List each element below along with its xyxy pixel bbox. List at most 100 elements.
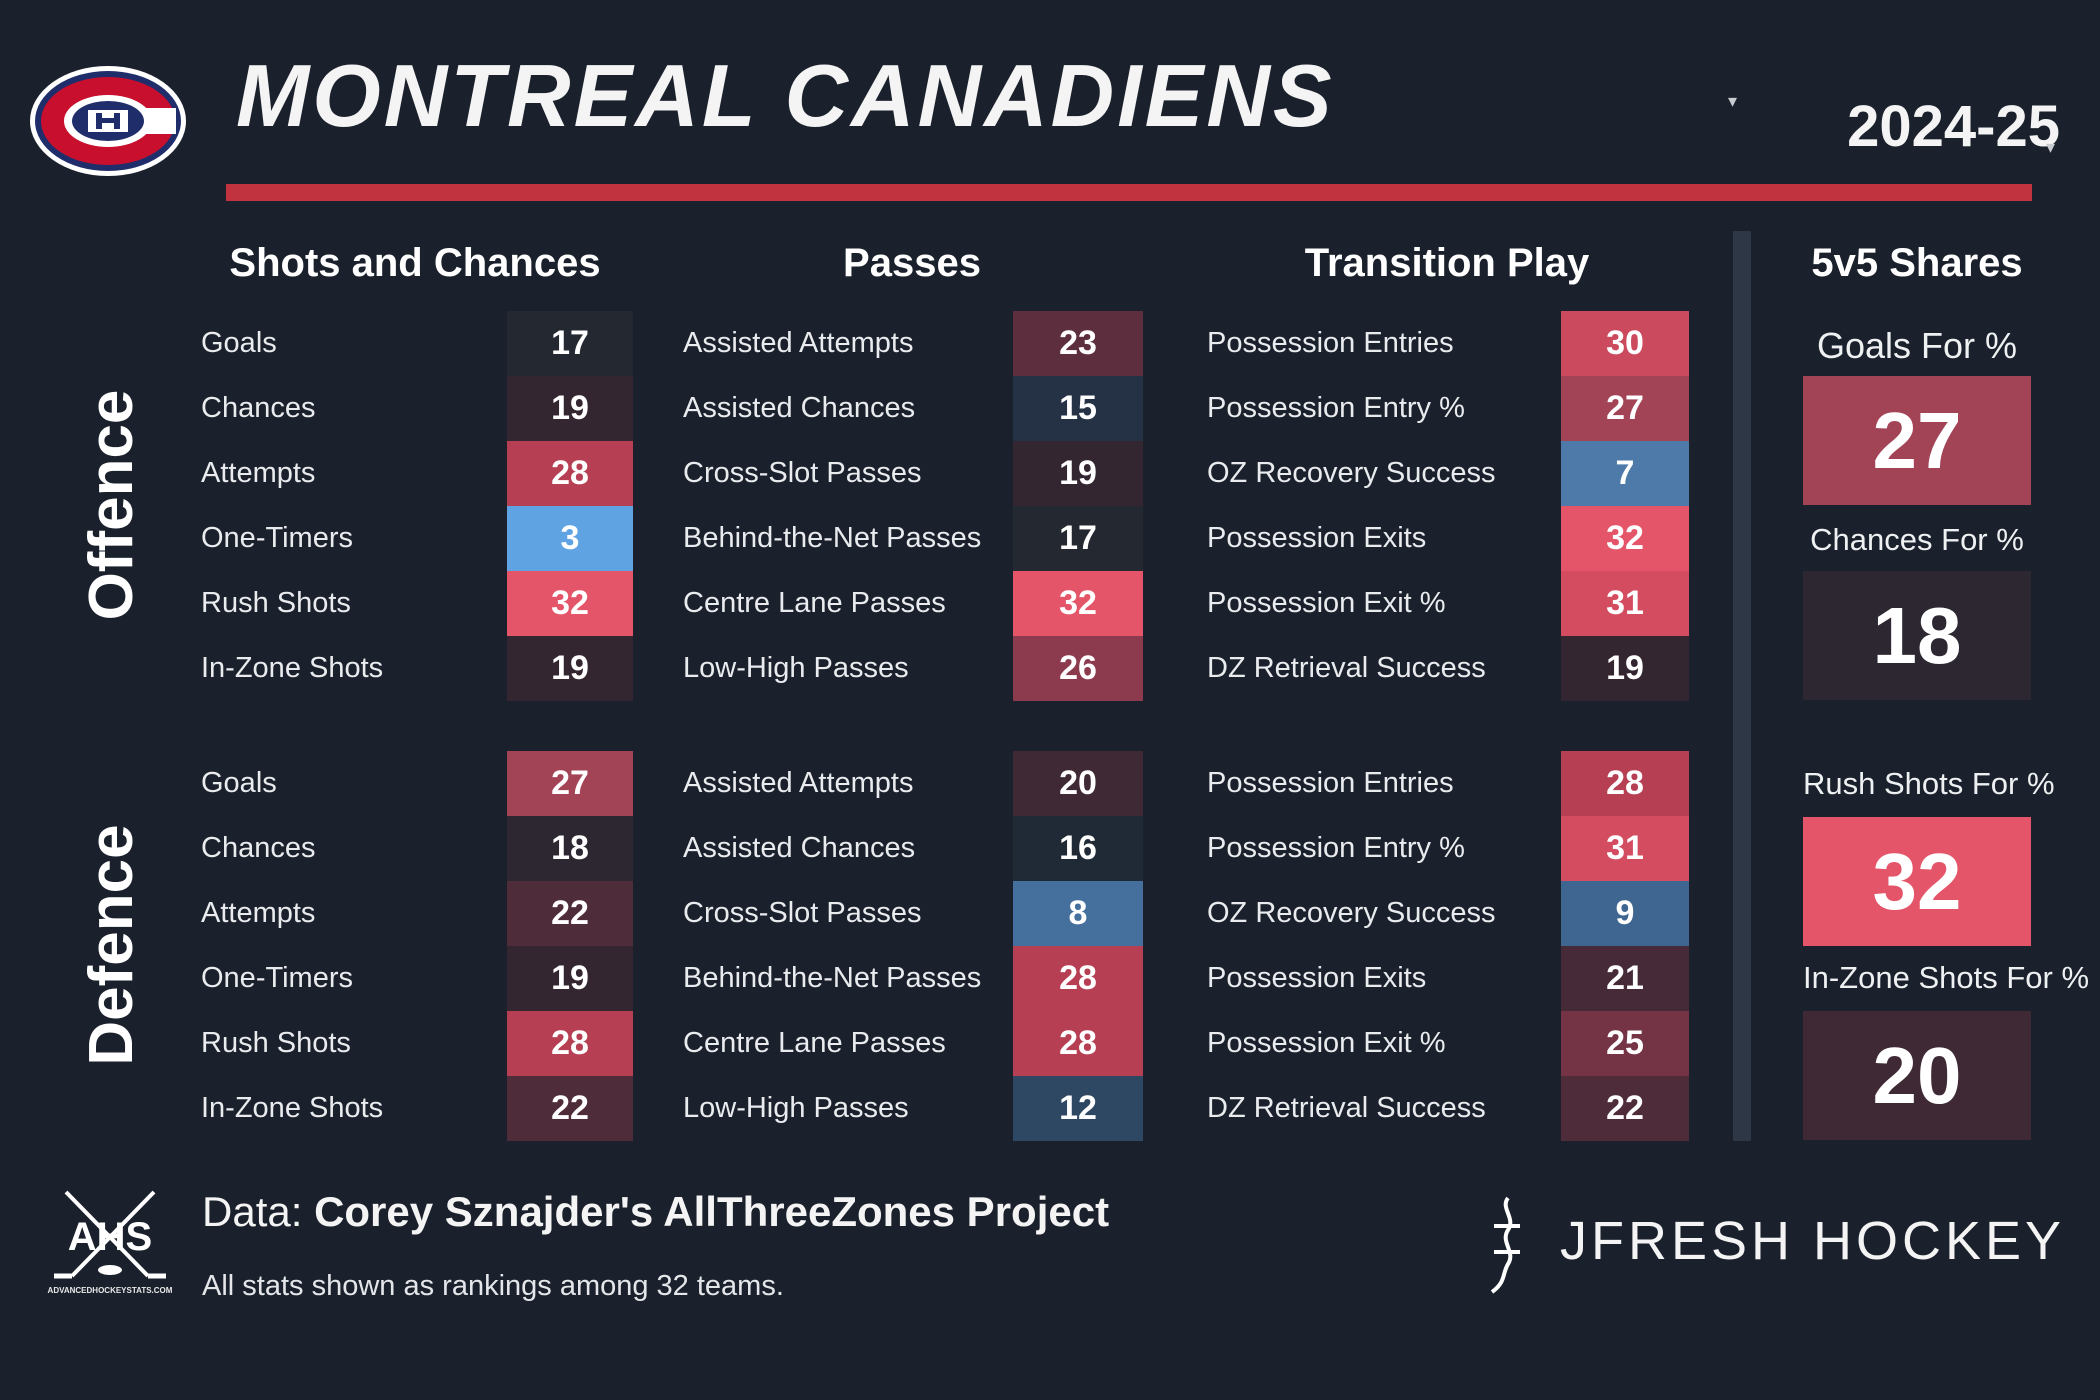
offence-passes-rank-cell: 26 (1013, 636, 1143, 701)
offence-transition-label: DZ Retrieval Success (1207, 652, 1486, 684)
defence-passes-label: Low-High Passes (683, 1092, 909, 1124)
defence-transition-label: OZ Recovery Success (1207, 897, 1496, 929)
defence-passes-label: Behind-the-Net Passes (683, 962, 982, 994)
offence-transition-rank-cell: 30 (1561, 311, 1689, 376)
defence-shots-rank-cell: 27 (507, 751, 633, 816)
offence-shots-rank-cell: 19 (507, 376, 633, 441)
defence-shots-label: Rush Shots (201, 1027, 351, 1059)
offence-transition-label: Possession Entry % (1207, 392, 1465, 424)
offence-shots-rank-cell: 17 (507, 311, 633, 376)
offence-shots-label: Rush Shots (201, 587, 351, 619)
defence-passes-rank-cell: 20 (1013, 751, 1143, 816)
defence-passes-label: Cross-Slot Passes (683, 897, 922, 929)
offence-transition-label: Possession Exit % (1207, 587, 1446, 619)
ahs-logo-icon: AHS (54, 1190, 166, 1279)
data-prefix: Data: (202, 1188, 315, 1235)
ahs-logo: AHS (48, 1188, 172, 1284)
share-label-goals: Goals For % (1816, 325, 2018, 366)
offence-transition-rank-cell: 7 (1561, 441, 1689, 506)
offence-shots-rank-cell: 3 (507, 506, 633, 571)
column-divider (1733, 231, 1751, 1141)
offence-transition-rank-cell: 19 (1561, 636, 1689, 701)
defence-group-label: Defence (77, 824, 146, 1066)
offence-passes-rank-cell: 15 (1013, 376, 1143, 441)
offence-passes-label: Behind-the-Net Passes (683, 522, 982, 554)
offence-transition-rank-cell: 31 (1561, 571, 1689, 636)
defence-transition-rank-cell: 21 (1561, 946, 1689, 1011)
defence-passes-rank-cell: 8 (1013, 881, 1143, 946)
canadiens-logo-icon (30, 66, 186, 176)
defence-transition-label: Possession Entry % (1207, 832, 1465, 864)
data-source-line: Data: Corey Sznajder's AllThreeZones Pro… (202, 1188, 1109, 1236)
section-header-passes: Passes (843, 241, 981, 285)
offence-group-label: Offence (77, 389, 146, 621)
offence-shots-label: In-Zone Shots (201, 652, 384, 684)
defence-transition-label: DZ Retrieval Success (1207, 1092, 1486, 1124)
defence-shots-label: In-Zone Shots (201, 1092, 384, 1124)
section-header-transition: Transition Play (1304, 241, 1590, 285)
defence-shots-label: One-Timers (201, 962, 353, 994)
defence-transition-rank-cell: 22 (1561, 1076, 1689, 1141)
offence-shots-rank-cell: 28 (507, 441, 633, 506)
season-select[interactable]: 2024-25 (1847, 94, 2060, 159)
rankings-note: All stats shown as rankings among 32 tea… (202, 1270, 784, 1302)
defence-transition-rank-cell: 31 (1561, 816, 1689, 881)
defence-shots-rank-cell: 28 (507, 1011, 633, 1076)
season-dropdown-chevron-icon[interactable]: ▾ (2046, 137, 2056, 157)
ahs-logo-text: AHS (68, 1215, 152, 1259)
offence-transition-label: Possession Exits (1207, 522, 1427, 554)
offence-shots-label: One-Timers (201, 522, 353, 554)
offence-transition-label: OZ Recovery Success (1207, 457, 1496, 489)
defence-transition-rank-cell: 9 (1561, 881, 1689, 946)
defence-transition-rank-cell: 28 (1561, 751, 1689, 816)
defence-shots-rank-cell: 22 (507, 881, 633, 946)
brand-name: JFRESH HOCKEY (1560, 1211, 2066, 1271)
share-value-rush-shots: 32 (1803, 817, 2031, 946)
team-logo (28, 64, 188, 178)
offence-shots-rank-cell: 32 (507, 571, 633, 636)
jfresh-logo-mark (1486, 1196, 1526, 1294)
share-label-rush-shots: Rush Shots For % (1803, 766, 2055, 801)
share-label-chances: Chances For % (1810, 522, 2024, 557)
defence-passes-label: Assisted Chances (683, 832, 916, 864)
share-label-in-zone-shots: In-Zone Shots For % (1803, 960, 2090, 995)
jfresh-mark-icon (1490, 1196, 1520, 1294)
share-value-chances: 18 (1803, 571, 2031, 700)
header-accent-bar (226, 184, 2032, 201)
share-value-in-zone-shots: 20 (1803, 1011, 2031, 1140)
offence-shots-rank-cell: 19 (507, 636, 633, 701)
ahs-url: ADVANCEDHOCKEYSTATS.COM (47, 1286, 173, 1295)
offence-passes-rank-cell: 23 (1013, 311, 1143, 376)
offence-shots-label: Attempts (201, 457, 316, 489)
offence-passes-label: Centre Lane Passes (683, 587, 946, 619)
defence-shots-label: Goals (201, 767, 277, 799)
defence-shots-label: Attempts (201, 897, 316, 929)
defence-shots-rank-cell: 19 (507, 946, 633, 1011)
defence-passes-label: Assisted Attempts (683, 767, 914, 799)
defence-transition-rank-cell: 25 (1561, 1011, 1689, 1076)
offence-passes-label: Cross-Slot Passes (683, 457, 922, 489)
data-source: Corey Sznajder's AllThreeZones Project (314, 1188, 1110, 1235)
offence-passes-rank-cell: 19 (1013, 441, 1143, 506)
offence-passes-label: Assisted Attempts (683, 327, 914, 359)
defence-passes-rank-cell: 28 (1013, 1011, 1143, 1076)
defence-transition-label: Possession Exit % (1207, 1027, 1446, 1059)
team-dropdown-chevron-icon[interactable]: ▾ (1728, 91, 1738, 111)
offence-passes-label: Low-High Passes (683, 652, 909, 684)
defence-shots-label: Chances (201, 832, 316, 864)
team-title: MONTREAL CANADIENS (236, 46, 1335, 145)
defence-transition-label: Possession Exits (1207, 962, 1427, 994)
defence-shots-rank-cell: 18 (507, 816, 633, 881)
defence-transition-label: Possession Entries (1207, 767, 1454, 799)
offence-passes-label: Assisted Chances (683, 392, 916, 424)
section-header-shots: Shots and Chances (229, 241, 601, 285)
share-value-goals: 27 (1803, 376, 2031, 505)
offence-shots-label: Chances (201, 392, 316, 424)
defence-passes-rank-cell: 16 (1013, 816, 1143, 881)
defence-passes-label: Centre Lane Passes (683, 1027, 946, 1059)
offence-transition-rank-cell: 32 (1561, 506, 1689, 571)
offence-transition-rank-cell: 27 (1561, 376, 1689, 441)
defence-shots-rank-cell: 22 (507, 1076, 633, 1141)
offence-passes-rank-cell: 17 (1013, 506, 1143, 571)
section-header-shares: 5v5 Shares (1811, 241, 2023, 285)
